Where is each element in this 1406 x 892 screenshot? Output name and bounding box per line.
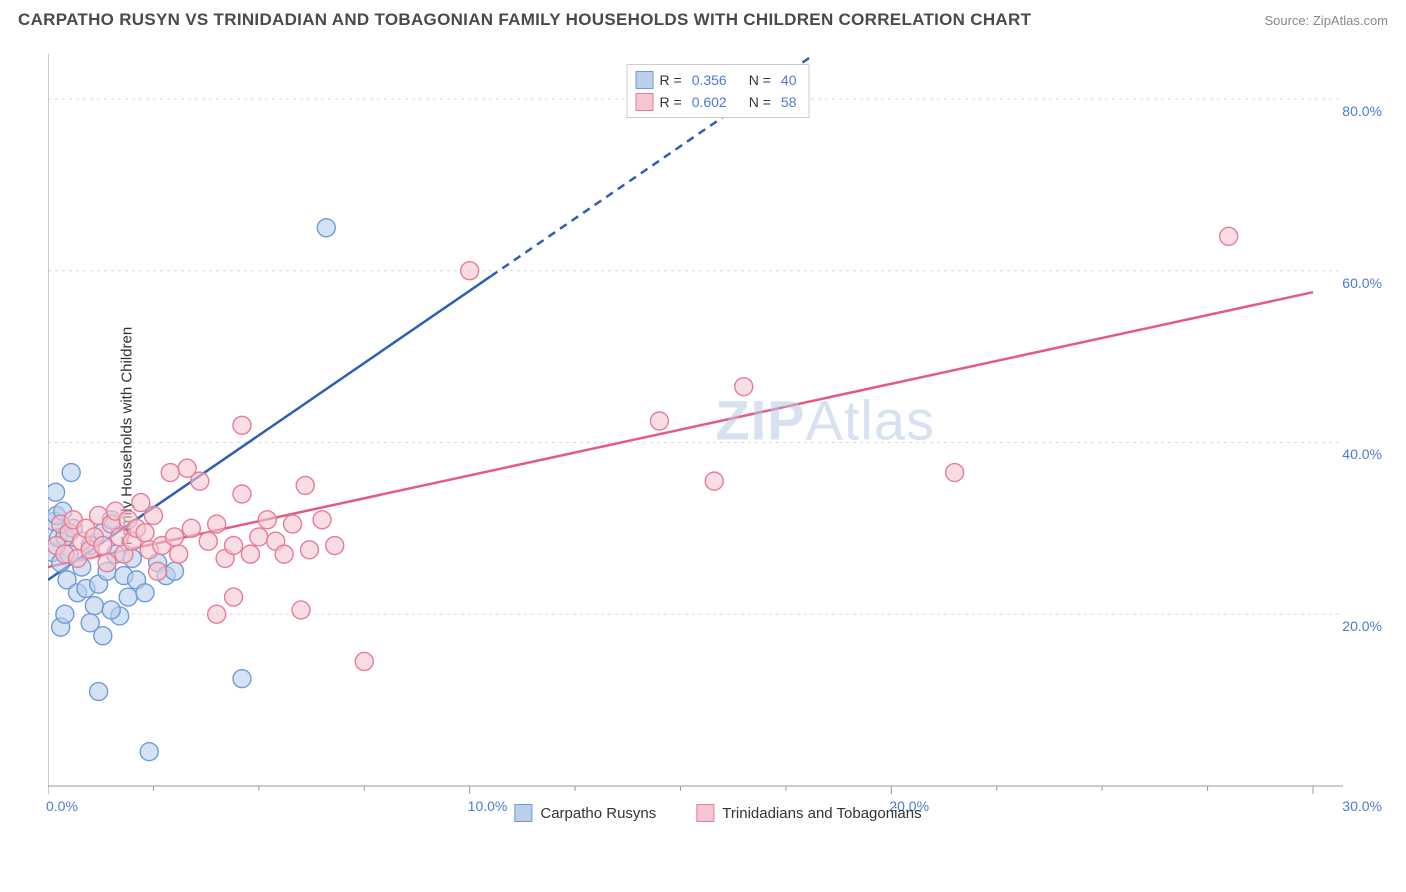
x-tick-label: 30.0% <box>1342 798 1382 814</box>
scatter-plot <box>48 46 1343 816</box>
r-value: 0.602 <box>692 94 727 110</box>
legend-label: Trinidadians and Tobagonians <box>722 805 921 822</box>
legend-swatch <box>514 804 532 822</box>
n-value: 58 <box>781 94 797 110</box>
x-tick-label: 10.0% <box>468 798 508 814</box>
n-label: N = <box>749 94 771 110</box>
legend-stat-row: R = 0.602 N = 58 <box>636 91 801 113</box>
chart-title: CARPATHO RUSYN VS TRINIDADIAN AND TOBAGO… <box>18 10 1031 30</box>
n-label: N = <box>749 72 771 88</box>
legend-item: Trinidadians and Tobagonians <box>696 804 921 822</box>
y-tick-label: 80.0% <box>1342 103 1382 119</box>
y-tick-label: 60.0% <box>1342 275 1382 291</box>
legend-swatch <box>636 71 654 89</box>
legend-stat-row: R = 0.356 N = 40 <box>636 69 801 91</box>
y-tick-label: 40.0% <box>1342 446 1382 462</box>
legend-item: Carpatho Rusyns <box>514 804 656 822</box>
x-tick-label: 0.0% <box>46 798 78 814</box>
y-tick-label: 20.0% <box>1342 618 1382 634</box>
legend-stats-box: R = 0.356 N = 40 R = 0.602 N = 58 <box>627 64 810 118</box>
r-label: R = <box>660 72 682 88</box>
n-value: 40 <box>781 72 797 88</box>
legend-swatch <box>696 804 714 822</box>
source-label: Source: ZipAtlas.com <box>1264 13 1388 28</box>
legend-bottom: Carpatho Rusyns Trinidadians and Tobagoni… <box>514 804 921 822</box>
chart-container: Family Households with Children ZIPAtlas… <box>48 46 1388 826</box>
legend-swatch <box>636 93 654 111</box>
r-label: R = <box>660 94 682 110</box>
r-value: 0.356 <box>692 72 727 88</box>
legend-label: Carpatho Rusyns <box>540 805 656 822</box>
